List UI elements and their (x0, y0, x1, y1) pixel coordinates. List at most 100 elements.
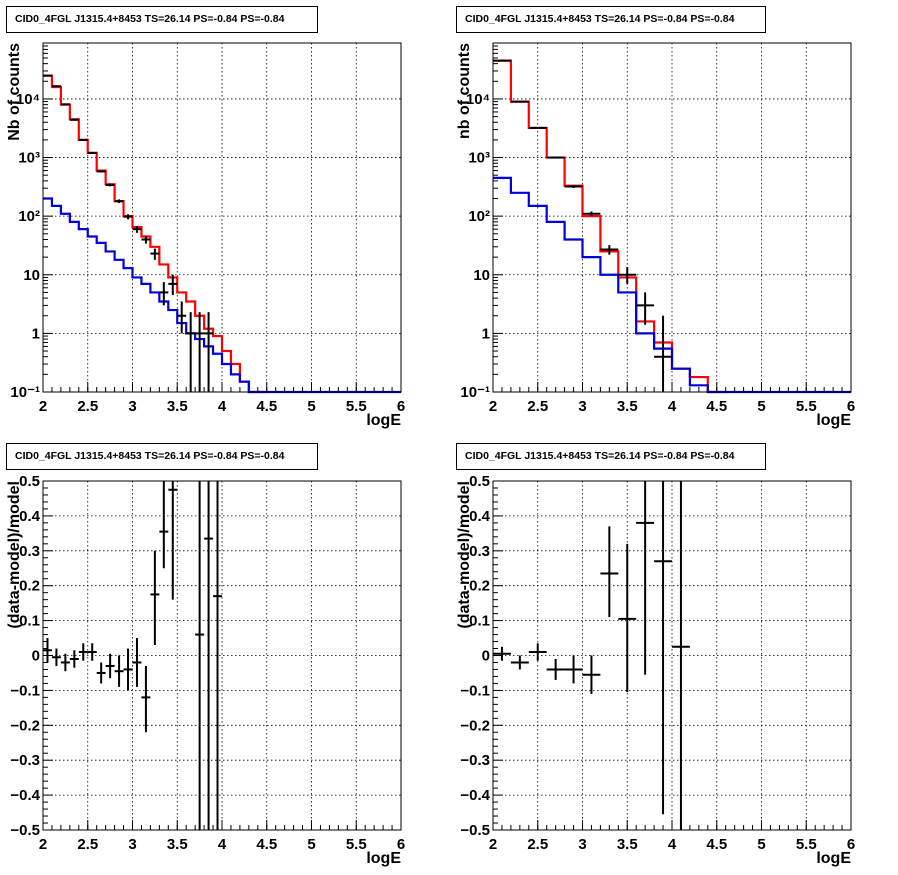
data-point (564, 655, 583, 684)
x-tick-label: 4 (668, 398, 677, 415)
data-point (204, 481, 214, 830)
plot-frame (492, 480, 852, 831)
data-point (96, 170, 106, 173)
y-tick-label: −0.2 (460, 717, 490, 734)
x-tick-label: 5.5 (796, 398, 817, 415)
x-tick-label: 3 (578, 398, 586, 415)
x-tick-label: 3.5 (167, 398, 188, 415)
x-tick-label: 4.5 (706, 836, 727, 853)
y-tick-label: 0 (32, 648, 40, 665)
data-point (60, 653, 70, 672)
x-tick-label: 4.5 (256, 398, 277, 415)
x-tick-label: 2.5 (527, 836, 548, 853)
data-point (150, 248, 160, 260)
x-tick-label: 5.5 (796, 836, 817, 853)
data-point (618, 543, 637, 693)
x-tick-label: 3.5 (617, 398, 638, 415)
data-point (528, 643, 547, 661)
y-tick-label: 10⁴ (466, 91, 490, 108)
histogram-series-1 (493, 59, 726, 394)
y-tick-label: 10³ (18, 150, 40, 167)
data-point (132, 225, 142, 233)
y-tick-label: 1 (32, 325, 40, 342)
y-axis-label: Nb of counts (6, 43, 23, 141)
histogram-series-2 (493, 176, 851, 394)
data-point (51, 648, 61, 666)
x-tick-label: 3 (128, 398, 136, 415)
y-tick-label: −0.5 (460, 822, 490, 839)
data-point (114, 655, 124, 687)
data-point (43, 638, 52, 663)
y-tick-label: 10³ (468, 150, 490, 167)
data-point (600, 526, 619, 618)
x-tick-label: 6 (847, 836, 855, 853)
y-tick-label: 1 (482, 325, 490, 342)
data-point (654, 315, 672, 392)
x-tick-label: 3.5 (167, 836, 188, 853)
y-tick-label: −0.1 (10, 682, 40, 699)
x-tick-label: 2 (489, 836, 497, 853)
x-tick-label: 2 (39, 836, 47, 853)
data-point (546, 156, 565, 159)
y-tick-label: 10 (473, 267, 490, 284)
y-tick-label: −0.5 (10, 822, 40, 839)
x-tick-label: 4.5 (706, 398, 727, 415)
x-tick-label: 5.5 (346, 836, 367, 853)
data-point (96, 662, 106, 684)
data-point (105, 183, 115, 187)
y-tick-label: −0.2 (10, 717, 40, 734)
x-axis-label: logE (366, 850, 401, 867)
y-tick-label: −0.1 (460, 682, 490, 699)
data-point (132, 638, 142, 687)
data-point (141, 665, 151, 733)
y-tick-label: −0.4 (10, 787, 40, 804)
y-tick-label: 0 (482, 648, 490, 665)
y-tick-label: −0.3 (10, 752, 40, 769)
y-tick-label: 0.3 (469, 543, 490, 560)
y-tick-label: 0.5 (19, 473, 40, 490)
y-tick-label: 10 (23, 267, 40, 284)
y-tick-label: 0.2 (469, 578, 490, 595)
y-tick-label: 0.5 (469, 473, 490, 490)
x-tick-label: 6 (397, 836, 405, 853)
data-point (582, 211, 601, 217)
data-point (51, 85, 61, 88)
plot-panel-top-right: 2 2.5 3 3.5 4 4.5 5 5.5 6 10⁻¹ 1 10 10² 10³ 10⁴ logE nb … (456, 42, 855, 429)
y-tick-label: −0.3 (460, 752, 490, 769)
data-point (672, 481, 690, 830)
x-tick-label: 5 (757, 398, 765, 415)
data-point (177, 301, 187, 334)
data-point (159, 481, 169, 569)
data-point (69, 118, 79, 121)
x-tick-label: 5 (307, 398, 315, 415)
data-point (582, 655, 601, 694)
x-tick-label: 4 (218, 398, 227, 415)
x-tick-label: 3 (128, 836, 136, 853)
histogram-series-1 (43, 74, 267, 394)
data-point (78, 643, 88, 661)
data-point (546, 658, 565, 680)
x-axis-label: logE (816, 850, 851, 867)
y-tick-label: 10⁻¹ (460, 384, 490, 401)
x-tick-label: 2 (489, 398, 497, 415)
y-tick-label: 0.2 (19, 578, 40, 595)
y-axis-label: (data-model)/model (456, 481, 473, 629)
x-tick-label: 6 (847, 398, 855, 415)
data-point (204, 312, 214, 392)
x-tick-label: 3 (578, 836, 586, 853)
plot-panel-bottom-left: 2 2.5 3 3.5 4 4.5 5 5.5 6 −0.5 −0.4 −0.3 −0.2 −0.1 0 0.… (6, 473, 405, 867)
y-tick-label: 10² (18, 208, 40, 225)
data-point (654, 481, 672, 815)
y-tick-label: 0.1 (19, 613, 40, 630)
data-point (105, 653, 115, 679)
data-point (636, 292, 655, 325)
panel-title-top-left: CID0_4FGL J1315.4+8453 TS=26.14 PS=-0.84… (6, 6, 318, 33)
y-tick-label: 10² (468, 208, 490, 225)
x-tick-label: 3.5 (617, 836, 638, 853)
panel-title-top-right: CID0_4FGL J1315.4+8453 TS=26.14 PS=-0.84… (456, 6, 766, 33)
data-point (493, 646, 511, 661)
data-point (195, 312, 205, 392)
x-tick-label: 2.5 (527, 398, 548, 415)
plot-frame (42, 480, 402, 831)
y-tick-label: 0.4 (19, 508, 41, 525)
